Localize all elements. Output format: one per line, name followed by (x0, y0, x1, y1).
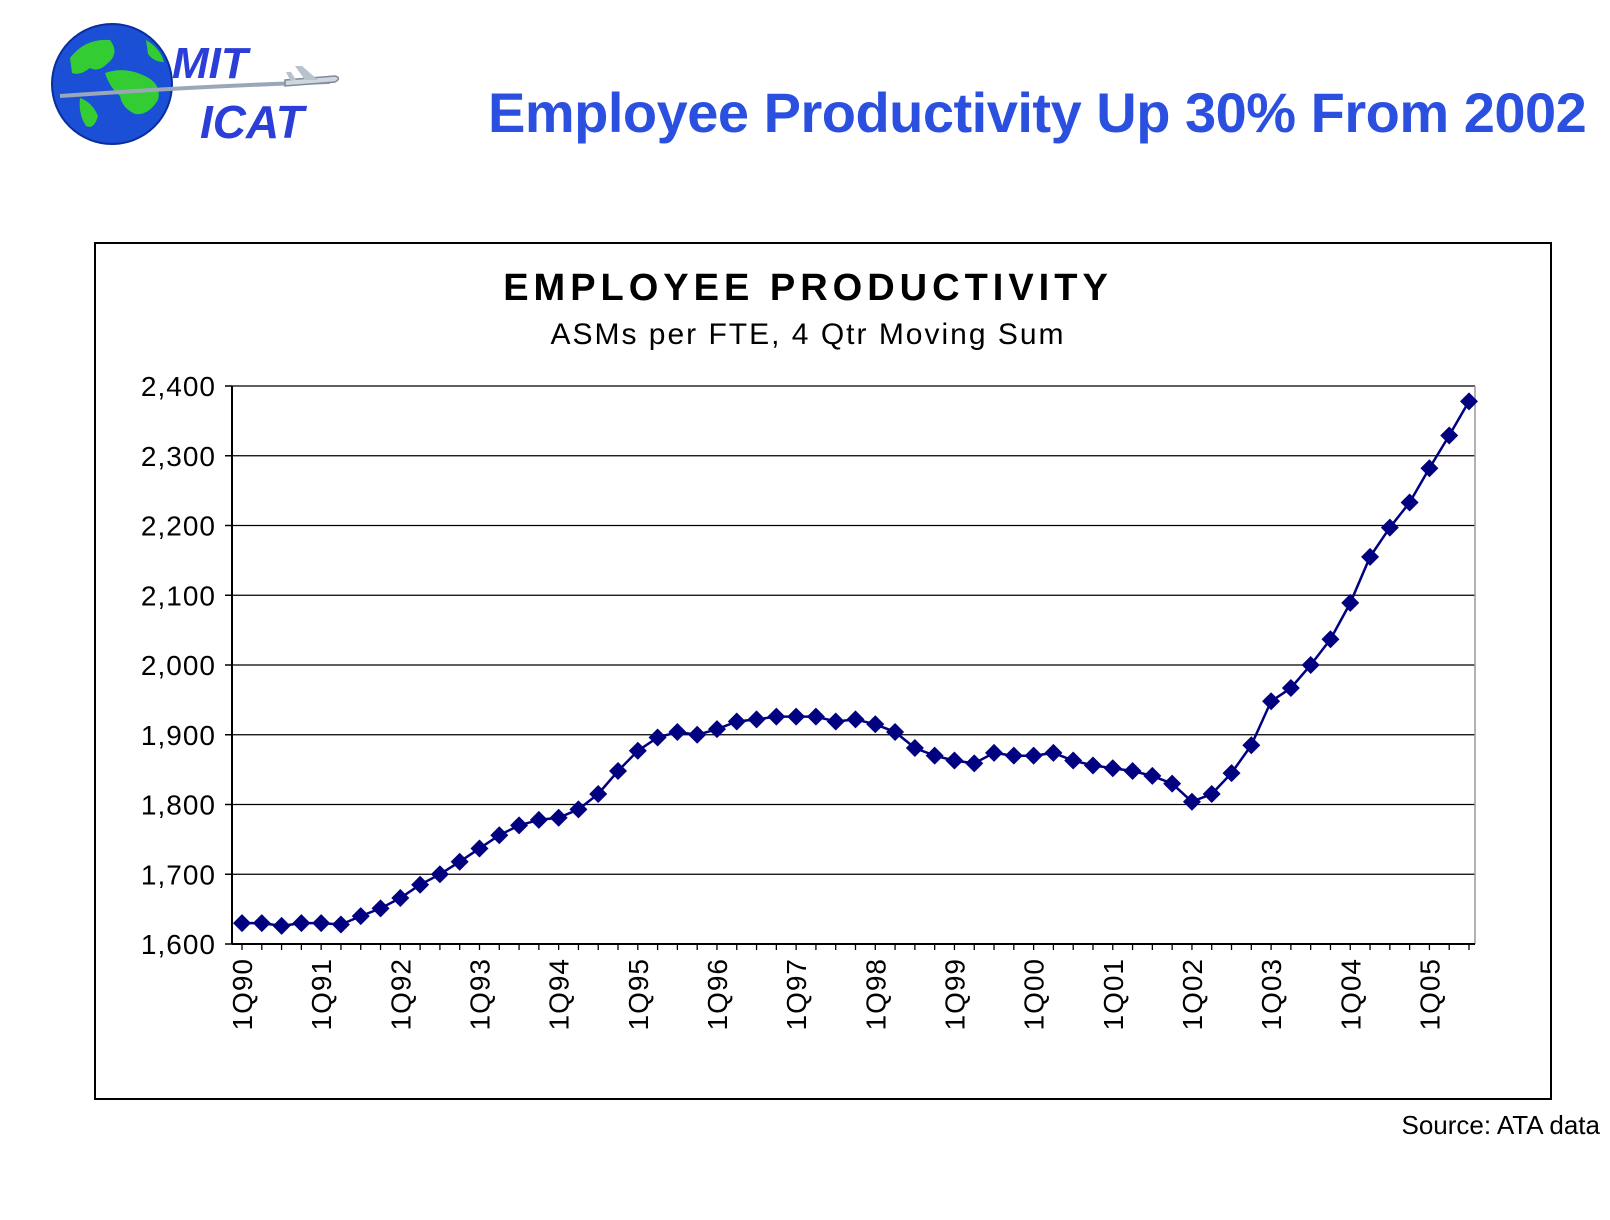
data-point (1143, 767, 1161, 785)
data-point (411, 876, 429, 894)
xtick-label: 1Q04 (1335, 958, 1366, 1031)
data-point (807, 708, 825, 726)
data-point (1420, 459, 1438, 477)
data-point (391, 889, 409, 907)
data-point (945, 752, 963, 770)
y-axis-ticks: 1,600 1,700 1,800 1,900 2,000 2,100 2,200 2,300… (141, 371, 232, 960)
xtick-label: 1Q01 (1098, 958, 1129, 1031)
mit-icat-logo: MIT ICAT (50, 18, 350, 153)
xtick-label: 1Q99 (939, 958, 970, 1031)
xtick-label: 1Q03 (1256, 958, 1287, 1031)
xtick-label: 1Q95 (623, 958, 654, 1031)
source-note: Source: ATA data (1402, 1110, 1601, 1141)
grid-lines (232, 386, 1475, 874)
data-point (1124, 762, 1142, 780)
data-point (1262, 692, 1280, 710)
globe-icon (52, 24, 172, 144)
xtick-label: 1Q96 (702, 958, 733, 1031)
data-point (431, 865, 449, 883)
data-point (352, 907, 370, 925)
series-productivity (233, 392, 1478, 935)
data-point (1044, 744, 1062, 762)
data-point (292, 914, 310, 932)
xtick-label: 1Q90 (227, 958, 258, 1031)
logo-text-icat: ICAT (200, 96, 308, 148)
xtick-label: 1Q93 (464, 958, 495, 1031)
ytick-label: 2,000 (141, 650, 216, 681)
data-point (847, 710, 865, 728)
chart-subtitle: ASMs per FTE, 4 Qtr Moving Sum (550, 318, 1065, 351)
data-point (253, 914, 271, 932)
ytick-label: 2,200 (141, 511, 216, 542)
data-point (748, 710, 766, 728)
data-point (273, 917, 291, 935)
data-point (372, 899, 390, 917)
data-point (965, 754, 983, 772)
data-point (1084, 756, 1102, 774)
series-line (242, 401, 1469, 926)
data-point (668, 723, 686, 741)
data-point (767, 708, 785, 726)
ytick-label: 1,800 (141, 790, 216, 821)
ytick-label: 1,900 (141, 720, 216, 751)
data-point (827, 712, 845, 730)
data-point (1440, 427, 1458, 445)
data-point (1361, 548, 1379, 566)
data-point (985, 744, 1003, 762)
xtick-label: 1Q05 (1414, 958, 1445, 1031)
data-point (1242, 736, 1260, 754)
data-point (530, 811, 548, 829)
data-point (312, 914, 330, 932)
x-axis-ticks: 1Q90 1Q91 1Q92 1Q93 1Q94 1Q95 1Q96 1Q97 1Q98 1Q99… (227, 944, 1469, 1031)
data-point (1005, 747, 1023, 765)
data-point (451, 853, 469, 871)
chart-frame: EMPLOYEE PRODUCTIVITY ASMs per FTE, 4 Qt… (94, 242, 1552, 1100)
chart-title: EMPLOYEE PRODUCTIVITY (503, 267, 1113, 309)
data-point (708, 720, 726, 738)
data-point (866, 715, 884, 733)
xtick-label: 1Q91 (306, 958, 337, 1031)
xtick-label: 1Q02 (1177, 958, 1208, 1031)
data-point (1341, 594, 1359, 612)
ytick-label: 1,600 (141, 929, 216, 960)
xtick-label: 1Q00 (1019, 958, 1050, 1031)
logo-text-mit: MIT (172, 39, 251, 88)
data-point (332, 915, 350, 933)
slide-title: Employee Productivity Up 30% From 2002 (488, 80, 1586, 145)
data-point (787, 708, 805, 726)
ytick-label: 2,400 (141, 371, 216, 402)
xtick-label: 1Q94 (544, 958, 575, 1031)
xtick-label: 1Q92 (385, 958, 416, 1031)
data-point (1104, 759, 1122, 777)
data-point (550, 809, 568, 827)
ytick-label: 1,700 (141, 859, 216, 890)
data-point (926, 747, 944, 765)
data-point (728, 712, 746, 730)
data-point (490, 826, 508, 844)
ytick-label: 2,100 (141, 580, 216, 611)
data-point (649, 729, 667, 747)
data-point (510, 816, 528, 834)
ytick-label: 2,300 (141, 441, 216, 472)
data-point (1025, 747, 1043, 765)
data-point (233, 914, 251, 932)
data-point (470, 839, 488, 857)
xtick-label: 1Q97 (781, 958, 812, 1031)
data-point (688, 726, 706, 744)
data-point (1064, 752, 1082, 770)
line-chart: EMPLOYEE PRODUCTIVITY ASMs per FTE, 4 Qt… (96, 244, 1550, 1098)
xtick-label: 1Q98 (860, 958, 891, 1031)
